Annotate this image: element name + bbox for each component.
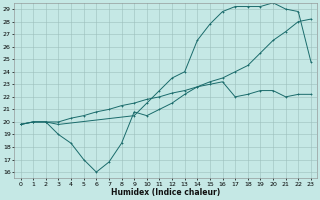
X-axis label: Humidex (Indice chaleur): Humidex (Indice chaleur) bbox=[111, 188, 220, 197]
